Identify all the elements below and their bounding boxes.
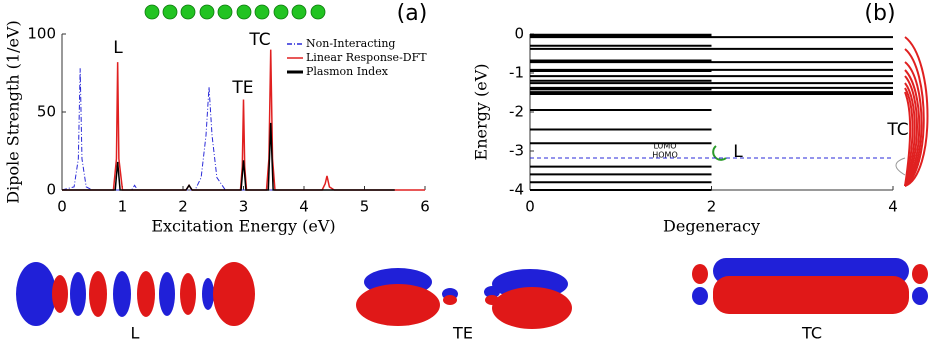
annotation: L (113, 38, 123, 58)
y-tick-label: -4 (509, 181, 524, 199)
orbital-l (16, 262, 255, 326)
panel-label: (a) (397, 1, 428, 26)
legend-label: Plasmon Index (306, 65, 389, 78)
orbital-te (356, 268, 572, 329)
x-tick-label: 3 (239, 198, 249, 216)
y-tick-label: -3 (509, 142, 524, 160)
transition-arrow (712, 145, 727, 161)
orbital-tc (692, 258, 928, 314)
orbital-label: TE (452, 324, 473, 343)
annotation: TC (248, 30, 270, 50)
x-tick-label: 5 (360, 198, 370, 216)
x-tick-label: 4 (299, 198, 309, 216)
annotation: TE (231, 78, 253, 98)
x-tick-label: 6 (420, 198, 430, 216)
annotation: TC (886, 120, 908, 140)
orbital-label: L (131, 324, 140, 343)
y-axis-label: Dipole Strength (1/eV) (4, 20, 23, 203)
annotation: HOMO (652, 151, 678, 160)
chain-atoms (144, 4, 326, 20)
annotation: L (733, 142, 743, 162)
x-axis-label: Degeneracy (663, 217, 760, 236)
panel-label: (b) (864, 1, 895, 26)
y-tick-label: -1 (509, 64, 524, 82)
legend-label: Linear Response-DFT (306, 51, 427, 64)
y-tick-label: 100 (27, 25, 56, 43)
series-line (62, 122, 395, 191)
x-tick-label: 4 (888, 198, 898, 216)
y-tick-label: 0 (514, 25, 524, 43)
y-tick-label: 50 (37, 103, 56, 121)
y-tick-label: 0 (46, 181, 56, 199)
x-tick-label: 1 (118, 198, 128, 216)
legend-label: Non-Interacting (306, 37, 395, 50)
y-tick-label: -2 (509, 103, 524, 121)
y-axis-label: Energy (eV) (472, 64, 491, 161)
x-axis-label: Excitation Energy (eV) (151, 217, 335, 236)
orbital-label: TC (801, 324, 822, 343)
annotation: LUMO (653, 142, 676, 151)
tc-arrows (895, 36, 929, 187)
x-tick-label: 0 (525, 198, 535, 216)
x-tick-label: 0 (57, 198, 67, 216)
x-tick-label: 2 (707, 198, 717, 216)
x-tick-label: 2 (178, 198, 188, 216)
series-line (61, 68, 395, 191)
